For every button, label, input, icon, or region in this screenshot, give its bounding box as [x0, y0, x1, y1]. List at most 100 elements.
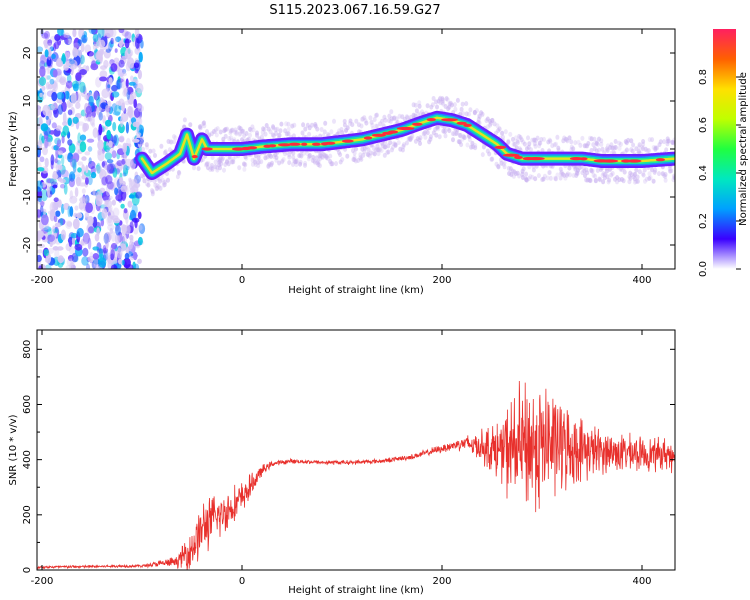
- halo-blob: [336, 131, 341, 136]
- noise-blob: [74, 243, 83, 251]
- noise-blob: [70, 92, 77, 104]
- noise-blob: [56, 246, 64, 251]
- halo-blob: [529, 147, 533, 153]
- halo-blob: [472, 110, 477, 116]
- noise-blob: [106, 159, 114, 164]
- halo-blob: [271, 133, 276, 139]
- colorbar: 0.0 0.2 0.4 0.6 0.8 Normalized spectral ampl…: [698, 29, 749, 277]
- noise-blob: [112, 37, 118, 44]
- ridge-peak: [301, 142, 308, 146]
- halo-blob: [152, 178, 157, 184]
- halo-blob: [198, 125, 203, 131]
- noise-blob: [104, 164, 111, 171]
- halo-blob: [465, 142, 470, 148]
- halo-blob: [591, 172, 596, 178]
- noise-blob: [97, 29, 105, 38]
- halo-blob: [198, 124, 203, 129]
- halo-blob: [527, 141, 532, 147]
- noise-blob: [99, 48, 104, 58]
- noise-blob: [119, 76, 126, 89]
- halo-blob: [271, 125, 276, 131]
- halo-blob: [635, 178, 640, 184]
- noise-blob: [37, 167, 45, 172]
- halo-blob: [492, 121, 497, 127]
- noise-blob: [127, 110, 132, 116]
- halo-blob: [248, 126, 252, 132]
- noise-blob: [41, 32, 49, 39]
- halo-blob: [244, 155, 249, 161]
- halo-blob: [662, 139, 667, 145]
- noise-blob: [61, 135, 65, 144]
- noise-blob: [75, 174, 83, 184]
- noise-blob: [61, 29, 65, 37]
- halo-blob: [518, 135, 523, 140]
- halo-blob: [459, 142, 464, 148]
- spectrogram-xtick-label: 200: [432, 275, 451, 286]
- noise-blob: [116, 247, 123, 259]
- halo-blob: [352, 157, 357, 163]
- halo-blob: [242, 161, 246, 167]
- halo-blob: [461, 111, 466, 117]
- halo-blob: [589, 136, 594, 142]
- noise-blob: [66, 221, 73, 228]
- halo-blob: [620, 177, 624, 182]
- noise-blob: [56, 92, 65, 100]
- halo-blob: [299, 153, 304, 159]
- ridge-peak: [456, 121, 467, 125]
- halo-blob: [228, 130, 233, 136]
- halo-blob: [375, 123, 380, 129]
- halo-blob: [554, 141, 558, 147]
- noise-blob: [105, 48, 111, 53]
- noise-blob: [134, 29, 140, 39]
- halo-blob: [200, 157, 205, 162]
- noise-blob: [57, 150, 63, 155]
- halo-blob: [423, 134, 428, 140]
- halo-blob: [275, 126, 280, 132]
- halo-blob: [610, 145, 615, 151]
- halo-blob: [262, 127, 267, 132]
- halo-blob: [302, 150, 307, 156]
- noise-blob: [111, 84, 118, 92]
- noise-blob: [87, 146, 93, 152]
- halo-blob: [378, 121, 383, 127]
- halo-blob: [141, 174, 146, 180]
- halo-blob: [317, 153, 322, 159]
- halo-blob: [291, 154, 296, 160]
- halo-blob: [351, 148, 355, 154]
- halo-blob: [404, 140, 409, 146]
- halo-blob: [315, 126, 320, 132]
- halo-blob: [229, 127, 234, 133]
- noise-blob: [41, 225, 49, 231]
- noise-blob: [101, 88, 110, 99]
- halo-blob: [153, 153, 157, 158]
- halo-blob: [176, 170, 181, 175]
- halo-blob: [369, 119, 374, 125]
- noise-blob: [122, 68, 127, 74]
- halo-blob: [515, 170, 520, 176]
- halo-blob: [376, 147, 380, 153]
- halo-blob: [480, 152, 485, 158]
- halo-blob: [602, 175, 607, 181]
- halo-blob: [317, 163, 322, 169]
- noise-blob: [105, 29, 114, 38]
- halo-blob: [488, 122, 493, 128]
- halo-blob: [227, 136, 232, 141]
- noise-blob: [135, 83, 144, 94]
- halo-blob: [604, 168, 609, 174]
- noise-blob: [39, 92, 43, 98]
- halo-blob: [537, 143, 542, 149]
- noise-blob: [92, 43, 98, 51]
- noise-blob: [85, 177, 89, 185]
- noise-blob: [125, 121, 129, 134]
- noise-blob: [87, 160, 96, 170]
- noise-blob: [107, 205, 113, 213]
- noise-blob: [66, 100, 72, 109]
- halo-blob: [210, 163, 214, 168]
- halo-blob: [563, 175, 568, 181]
- halo-blob: [645, 148, 650, 154]
- noise-blob: [118, 135, 125, 143]
- halo-blob: [547, 137, 552, 143]
- halo-blob: [595, 168, 600, 173]
- noise-blob: [110, 264, 118, 269]
- halo-blob: [526, 135, 530, 141]
